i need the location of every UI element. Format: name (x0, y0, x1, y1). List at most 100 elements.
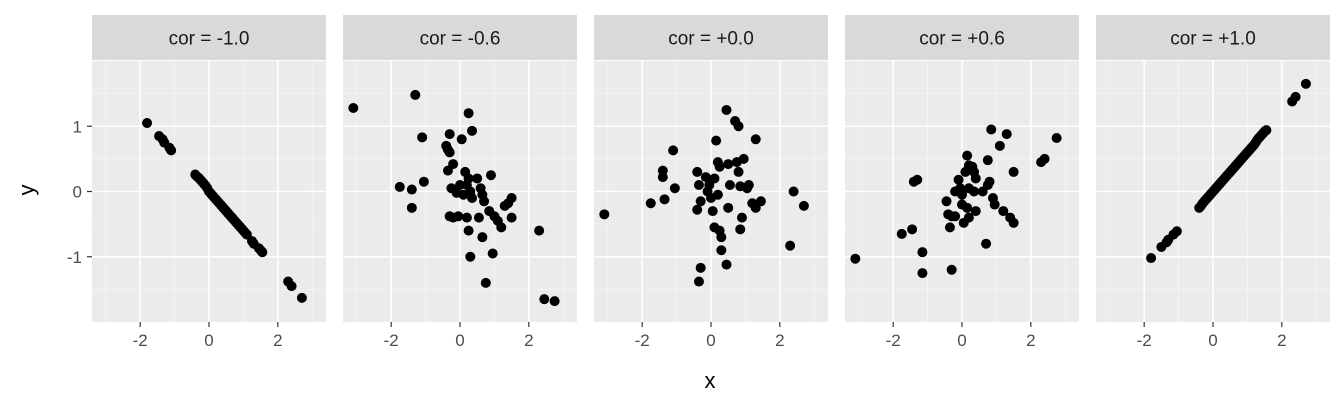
data-point (480, 277, 491, 288)
data-point (735, 224, 746, 235)
facet-strip-label: cor = +1.0 (1170, 29, 1256, 50)
facet-strip-label: cor = -1.0 (169, 29, 250, 50)
facets-layer: cor = -1.0 -2 0 2 cor = -0.6 -2 0 2 cor = +0.0 -2… (92, 15, 1330, 350)
facet-panel: cor = -1.0 -2 0 2 (92, 15, 326, 350)
data-point (487, 248, 498, 259)
data-point (695, 262, 706, 273)
data-point (963, 212, 974, 223)
data-point (1290, 91, 1301, 102)
data-point (989, 199, 1000, 210)
data-point (733, 166, 744, 177)
data-point (659, 194, 670, 205)
data-point (477, 232, 488, 243)
y-tick-label: -1 (67, 248, 82, 267)
facet-strip (343, 15, 577, 60)
data-point (709, 173, 720, 184)
data-point (716, 232, 727, 243)
facet-strip (845, 15, 1079, 60)
data-point (721, 104, 732, 115)
data-point (944, 222, 955, 233)
data-point (463, 225, 474, 236)
data-point (453, 211, 464, 222)
x-tick-label: -2 (133, 331, 148, 350)
data-point (456, 134, 467, 145)
data-point (695, 196, 706, 207)
data-point (417, 132, 428, 143)
y-tick-label: 1 (73, 117, 82, 136)
data-point (1008, 166, 1019, 177)
data-point (723, 202, 734, 213)
data-point (657, 172, 668, 183)
x-tick-label: 0 (455, 331, 464, 350)
data-point (418, 176, 429, 187)
data-point (448, 159, 459, 170)
data-point (669, 183, 680, 194)
data-point (348, 102, 359, 113)
data-point (743, 179, 754, 190)
x-tick-label: 2 (1277, 331, 1286, 350)
facet-strip-label: cor = +0.6 (919, 29, 1005, 50)
data-point (668, 145, 679, 156)
x-tick-label: 0 (204, 331, 213, 350)
data-point (1001, 129, 1012, 140)
data-point (896, 228, 907, 239)
data-point (406, 184, 417, 195)
x-tick-label: 0 (1208, 331, 1217, 350)
data-point (286, 281, 297, 292)
y-axis-title: y (14, 185, 39, 196)
x-tick-label: -2 (635, 331, 650, 350)
data-point (785, 240, 796, 251)
data-point (142, 117, 153, 128)
data-point (733, 121, 744, 132)
data-point (406, 202, 417, 213)
data-point (473, 212, 484, 223)
data-point (798, 200, 809, 211)
data-point (788, 186, 799, 197)
data-point (738, 153, 749, 164)
data-point (962, 150, 973, 161)
data-point (599, 209, 610, 220)
data-point (998, 206, 1009, 217)
y-axis: -1 0 1 (67, 117, 92, 267)
data-point (707, 206, 718, 217)
data-point (394, 181, 405, 192)
data-point (506, 212, 517, 223)
data-point (549, 296, 560, 307)
facet-strip-label: cor = -0.6 (420, 29, 501, 50)
data-point (750, 134, 761, 145)
facet-strip (92, 15, 326, 60)
data-point (166, 145, 177, 156)
x-tick-label: 0 (957, 331, 966, 350)
facet-strip-label: cor = +0.0 (668, 29, 754, 50)
data-point (463, 108, 474, 119)
data-point (850, 253, 861, 264)
data-point (693, 276, 704, 287)
data-point (969, 186, 980, 197)
data-point (953, 174, 964, 185)
data-point (1051, 132, 1062, 143)
data-point (917, 268, 928, 279)
data-point (467, 125, 478, 136)
data-point (994, 140, 1005, 151)
x-tick-label: 2 (273, 331, 282, 350)
x-tick-label: 2 (775, 331, 784, 350)
data-point (986, 124, 997, 135)
data-point (693, 179, 704, 190)
data-point (970, 173, 981, 184)
data-point (496, 222, 507, 233)
data-point (712, 189, 723, 200)
data-point (721, 259, 732, 270)
data-point (711, 135, 722, 146)
data-point (962, 202, 973, 213)
data-point (957, 189, 967, 200)
x-tick-label: 0 (706, 331, 715, 350)
data-point (700, 172, 711, 183)
data-point (736, 212, 747, 223)
data-point (970, 206, 981, 217)
x-tick-label: 2 (524, 331, 533, 350)
data-point (467, 193, 478, 204)
data-point (461, 212, 472, 223)
data-point (950, 211, 961, 222)
facet-panel: cor = +1.0 -2 0 2 (1096, 15, 1330, 350)
